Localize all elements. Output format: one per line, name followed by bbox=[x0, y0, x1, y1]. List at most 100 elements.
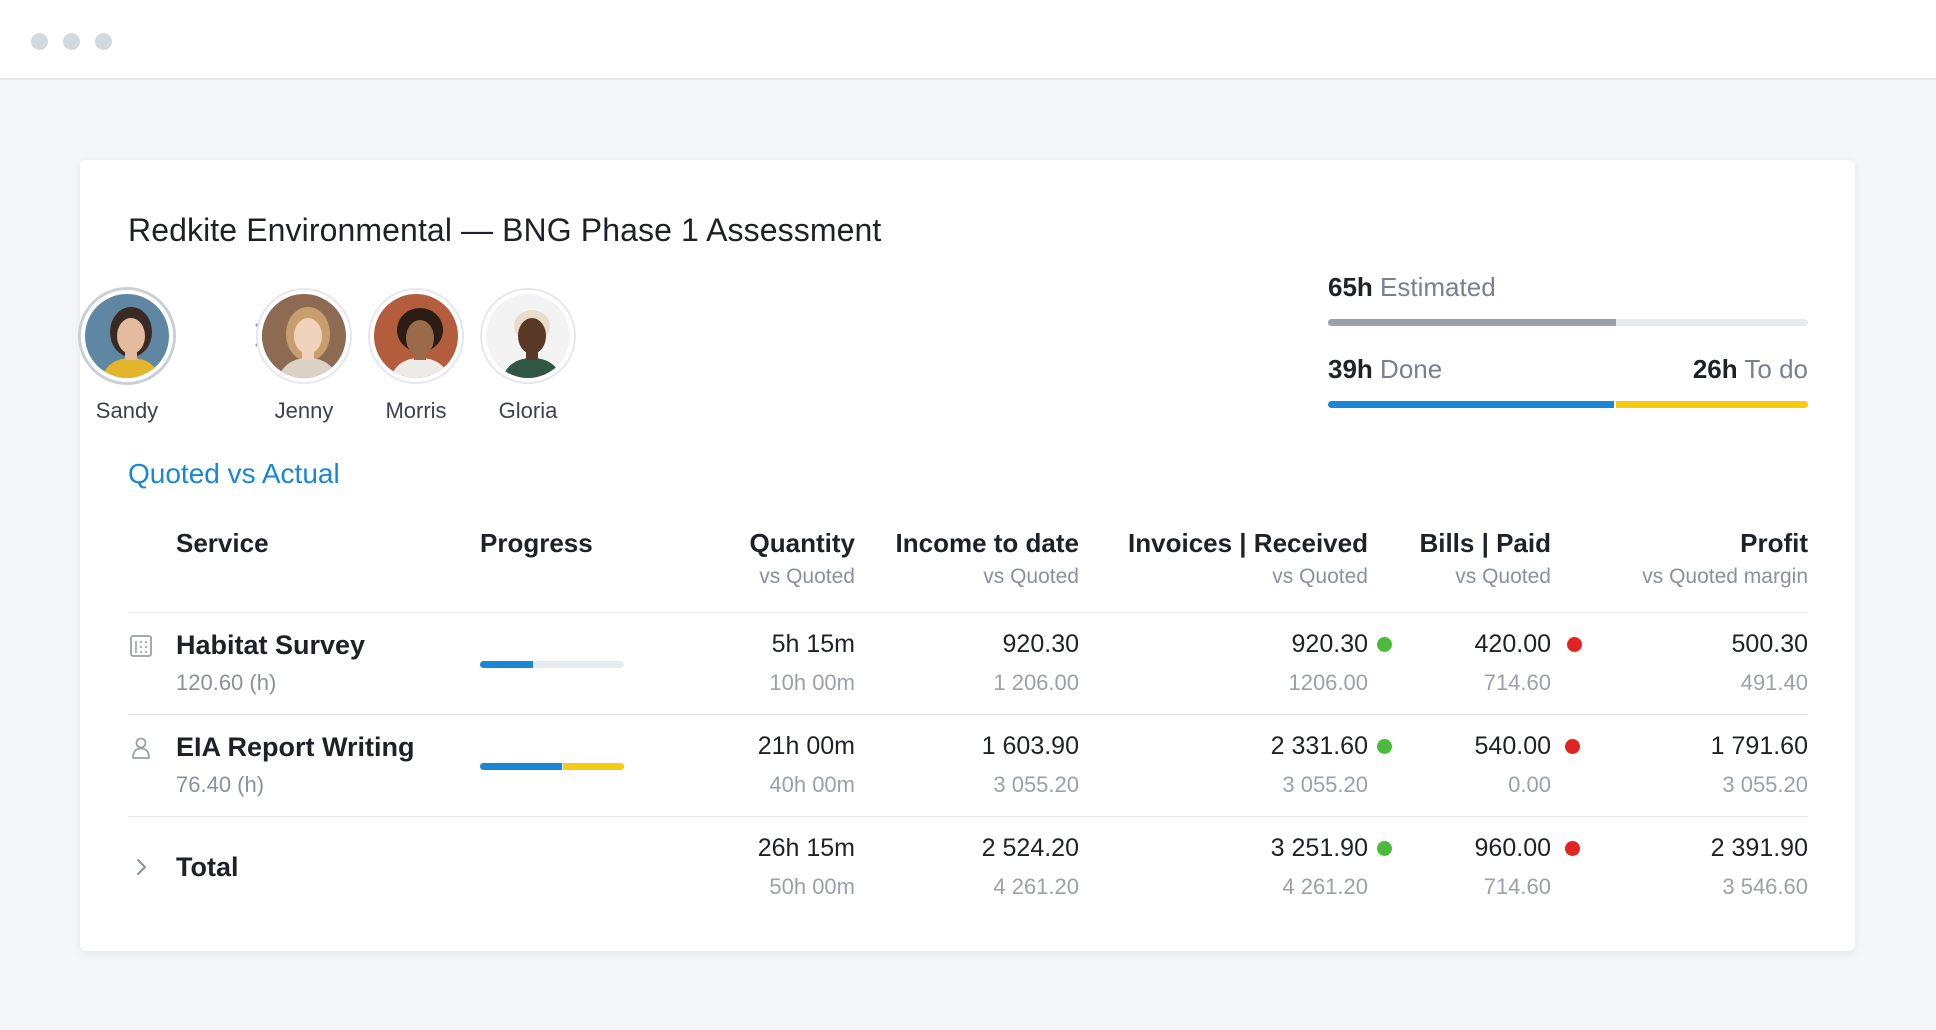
avatar bbox=[482, 290, 574, 382]
avatar-photo bbox=[85, 294, 169, 378]
header-bills[interactable]: Bills | Paid bbox=[1419, 528, 1551, 558]
service-name[interactable]: Habitat Survey bbox=[176, 630, 366, 660]
total-quantity-quoted: 50h 00m bbox=[769, 874, 855, 899]
todo-hours: 26h To do bbox=[1693, 354, 1808, 385]
owner-name: Sandy bbox=[95, 398, 159, 423]
header-income-sub: vs Quoted bbox=[983, 565, 1079, 588]
header-invoices-sub: vs Quoted bbox=[1272, 565, 1368, 588]
chevron-right-icon[interactable] bbox=[128, 854, 154, 880]
estimated-hours: 65h Estimated bbox=[1328, 272, 1808, 303]
quantity-value: 21h 00m bbox=[757, 732, 855, 760]
member-name: Morris bbox=[385, 398, 447, 423]
income-value: 920.30 bbox=[1002, 630, 1079, 658]
estimated-bar bbox=[1328, 319, 1808, 326]
building-icon bbox=[128, 633, 154, 659]
avatar bbox=[81, 290, 173, 382]
header-profit[interactable]: Profit bbox=[1740, 528, 1808, 558]
avatar-photo bbox=[486, 294, 570, 378]
team-member-jenny[interactable]: Jenny bbox=[249, 290, 359, 424]
header-progress[interactable]: Progress bbox=[480, 528, 593, 558]
invoices-status-dot bbox=[1377, 637, 1392, 652]
total-invoices-quoted: 4 261.20 bbox=[1282, 874, 1368, 899]
window-dot bbox=[95, 33, 112, 50]
hours-summary: 65h Estimated 39h Done 26h To do bbox=[1328, 272, 1808, 408]
invoices-quoted: 3 055.20 bbox=[1282, 772, 1368, 797]
bills-status-dot bbox=[1565, 739, 1580, 754]
header-profit-sub: vs Quoted margin bbox=[1642, 565, 1808, 588]
team-owner[interactable]: Sandy bbox=[72, 290, 182, 424]
progress-done-fill bbox=[480, 661, 534, 668]
total-quantity: 26h 15m bbox=[757, 834, 855, 862]
estimated-value: 65h bbox=[1328, 272, 1373, 302]
avatar-photo bbox=[262, 294, 346, 378]
profit-value: 500.30 bbox=[1731, 630, 1808, 658]
bills-value: 420.00 bbox=[1474, 630, 1551, 658]
income-quoted: 3 055.20 bbox=[993, 772, 1079, 797]
header-bills-sub: vs Quoted bbox=[1455, 565, 1551, 588]
quantity-value: 5h 15m bbox=[771, 630, 855, 658]
quoted-vs-actual-link[interactable]: Quoted vs Actual bbox=[128, 458, 340, 489]
done-todo-bar bbox=[1328, 401, 1808, 408]
avatar bbox=[258, 290, 350, 382]
divider bbox=[128, 714, 1808, 715]
member-name: Jenny bbox=[274, 398, 334, 423]
header-quantity-sub: vs Quoted bbox=[759, 565, 855, 588]
profit-quoted: 3 055.20 bbox=[1722, 772, 1808, 797]
service-hours: 120.60 (h) bbox=[176, 670, 277, 695]
invoices-value: 920.30 bbox=[1291, 630, 1368, 658]
bills-quoted: 0.00 bbox=[1508, 772, 1551, 797]
service-progress-bar bbox=[480, 661, 624, 668]
profit-quoted: 491.40 bbox=[1740, 670, 1808, 695]
quantity-quoted: 10h 00m bbox=[769, 670, 855, 695]
header-service[interactable]: Service bbox=[176, 528, 269, 558]
team-member-morris[interactable]: Morris bbox=[361, 290, 471, 424]
project-card: Redkite Environmental — BNG Phase 1 Asse… bbox=[80, 160, 1855, 951]
total-profit-quoted: 3 546.60 bbox=[1722, 874, 1808, 899]
header-income[interactable]: Income to date bbox=[895, 528, 1079, 558]
header-invoices[interactable]: Invoices | Received bbox=[1128, 528, 1368, 558]
invoices-status-dot bbox=[1377, 841, 1392, 856]
income-quoted: 1 206.00 bbox=[993, 670, 1079, 695]
divider bbox=[128, 612, 1808, 613]
bills-quoted: 714.60 bbox=[1483, 670, 1551, 695]
done-label: Done bbox=[1380, 354, 1443, 384]
member-name: Gloria bbox=[498, 398, 558, 423]
total-bills-quoted: 714.60 bbox=[1483, 874, 1551, 899]
todo-bar-fill bbox=[1616, 401, 1808, 408]
header-quantity[interactable]: Quantity bbox=[749, 528, 855, 558]
estimated-label: Estimated bbox=[1380, 272, 1496, 302]
total-bills: 960.00 bbox=[1474, 834, 1551, 862]
project-title: Redkite Environmental — BNG Phase 1 Asse… bbox=[128, 212, 882, 248]
service-name[interactable]: EIA Report Writing bbox=[176, 732, 415, 762]
invoices-quoted: 1206.00 bbox=[1288, 670, 1368, 695]
income-value: 1 603.90 bbox=[981, 732, 1079, 760]
total-invoices: 3 251.90 bbox=[1270, 834, 1368, 862]
window-dot bbox=[31, 33, 48, 50]
total-profit: 2 391.90 bbox=[1710, 834, 1808, 862]
profit-value: 1 791.60 bbox=[1710, 732, 1808, 760]
person-icon bbox=[128, 735, 154, 761]
service-progress-bar bbox=[480, 763, 624, 770]
service-hours: 76.40 (h) bbox=[176, 772, 265, 797]
team-member-gloria[interactable]: Gloria bbox=[473, 290, 583, 424]
done-bar-fill bbox=[1328, 401, 1614, 408]
total-label: Total bbox=[176, 852, 239, 882]
bills-status-dot bbox=[1567, 637, 1582, 652]
todo-value: 26h bbox=[1692, 354, 1738, 384]
done-hours: 39h Done bbox=[1328, 354, 1442, 385]
quantity-quoted: 40h 00m bbox=[769, 772, 855, 797]
done-todo-line: 39h Done 26h To do bbox=[1328, 354, 1808, 385]
invoices-value: 2 331.60 bbox=[1270, 732, 1368, 760]
progress-remaining-fill bbox=[563, 763, 624, 770]
total-income-quoted: 4 261.20 bbox=[993, 874, 1079, 899]
window-dot bbox=[63, 33, 80, 50]
window-titlebar bbox=[0, 0, 1936, 80]
estimated-bar-fill bbox=[1328, 319, 1616, 326]
progress-done-fill bbox=[480, 763, 563, 770]
todo-label: To do bbox=[1744, 354, 1808, 384]
bills-status-dot bbox=[1565, 841, 1580, 856]
total-income: 2 524.20 bbox=[981, 834, 1079, 862]
invoices-status-dot bbox=[1377, 739, 1392, 754]
divider bbox=[128, 816, 1808, 817]
bills-value: 540.00 bbox=[1474, 732, 1551, 760]
